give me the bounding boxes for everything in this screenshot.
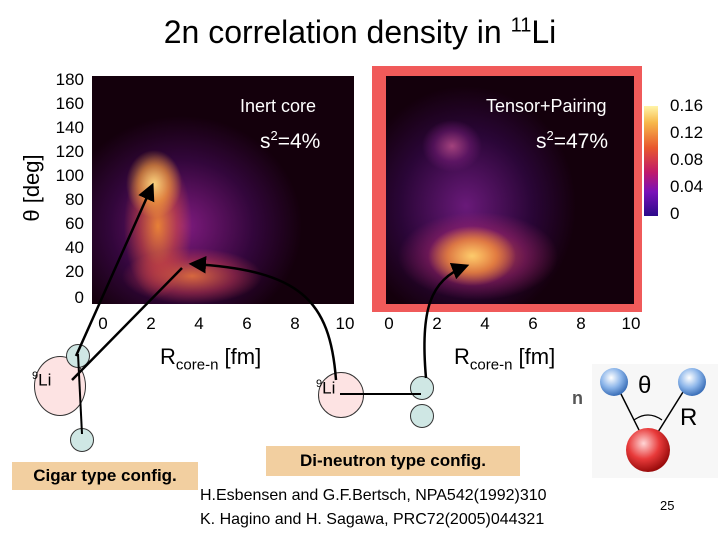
schematic-core bbox=[626, 428, 670, 472]
reference-1: H.Esbensen and G.F.Bertsch, NPA542(1992)… bbox=[200, 487, 547, 504]
arrow-cigar-lower bbox=[71, 267, 183, 381]
y-tick: 0 bbox=[74, 288, 84, 307]
x-tick: 4 bbox=[480, 314, 490, 333]
title-isotope-symbol: Li bbox=[531, 14, 557, 50]
n-label: n bbox=[572, 388, 583, 408]
x-tick: 0 bbox=[98, 314, 108, 333]
x-tick: 4 bbox=[194, 314, 204, 333]
heatmap-tensor-pairing: Tensor+Pairing s2=47% bbox=[386, 76, 634, 304]
x-tick: 8 bbox=[290, 314, 300, 333]
colorbar-tick: 0.08 bbox=[670, 150, 704, 169]
cigar-core-label: 9Li bbox=[32, 370, 52, 390]
arrow-dineutron-right bbox=[423, 262, 470, 379]
cigar-caption: Cigar type config. bbox=[12, 462, 198, 490]
cigar-bond-line bbox=[77, 353, 83, 435]
title-isotope-mass: 11 bbox=[510, 14, 532, 37]
y-tick: 60 bbox=[65, 214, 84, 233]
s2-value-tensor-pairing: s2=47% bbox=[536, 128, 609, 153]
colorbar-tick: 0.16 bbox=[670, 96, 704, 115]
x-tick: 6 bbox=[242, 314, 252, 333]
colorbar-tick: 0.12 bbox=[670, 123, 704, 142]
reference-2: K. Hagino and H. Sagawa, PRC72(2005)0443… bbox=[200, 511, 545, 528]
theta-label: θ bbox=[638, 372, 652, 399]
theta-arc bbox=[633, 414, 663, 421]
panel-label-inert-core: Inert core bbox=[240, 96, 317, 116]
dineutron-core-label: 9Li bbox=[316, 378, 336, 398]
y-tick: 160 bbox=[55, 94, 84, 113]
x-tick: 6 bbox=[528, 314, 538, 333]
arrow-dineutron-left bbox=[188, 256, 338, 381]
x-axis-title-right: Rcore-n [fm] bbox=[454, 344, 556, 374]
page-title: 2n correlation density in 11Li bbox=[0, 14, 720, 51]
y-tick: 100 bbox=[55, 166, 84, 185]
dineutron-neutron-top bbox=[410, 376, 434, 400]
reference-list: H.Esbensen and G.F.Bertsch, NPA542(1992)… bbox=[200, 484, 547, 532]
schematic-neutron-right bbox=[678, 368, 706, 396]
page-number: 25 bbox=[660, 498, 675, 513]
title-text: 2n correlation density in bbox=[163, 14, 511, 50]
colorbar-tick: 0 bbox=[670, 204, 680, 223]
colorbar bbox=[644, 106, 658, 216]
y-tick: 80 bbox=[65, 190, 84, 209]
dineutron-neutron-bottom bbox=[410, 404, 434, 428]
y-tick: 180 bbox=[55, 70, 84, 89]
x-tick: 0 bbox=[384, 314, 394, 333]
y-tick: 140 bbox=[55, 118, 84, 137]
x-tick: 10 bbox=[621, 314, 641, 333]
r-label: R bbox=[680, 404, 698, 431]
y-tick: 20 bbox=[65, 262, 84, 281]
arrow-cigar-upper bbox=[74, 182, 155, 357]
s2-value-inert-core: s2=4% bbox=[260, 128, 321, 153]
x-tick: 8 bbox=[576, 314, 586, 333]
dineutron-caption: Di-neutron type config. bbox=[266, 446, 520, 476]
x-tick: 2 bbox=[432, 314, 442, 333]
panel-label-tensor-pairing: Tensor+Pairing bbox=[486, 96, 607, 116]
x-tick: 2 bbox=[146, 314, 156, 333]
y-tick: 40 bbox=[65, 238, 84, 257]
y-tick: 120 bbox=[55, 142, 84, 161]
n-theta-r-schematic bbox=[592, 364, 718, 478]
schematic-neutron-left bbox=[600, 368, 628, 396]
x-axis-title-left: Rcore-n [fm] bbox=[160, 344, 262, 374]
x-tick: 10 bbox=[335, 314, 355, 333]
colorbar-tick: 0.04 bbox=[670, 177, 704, 196]
